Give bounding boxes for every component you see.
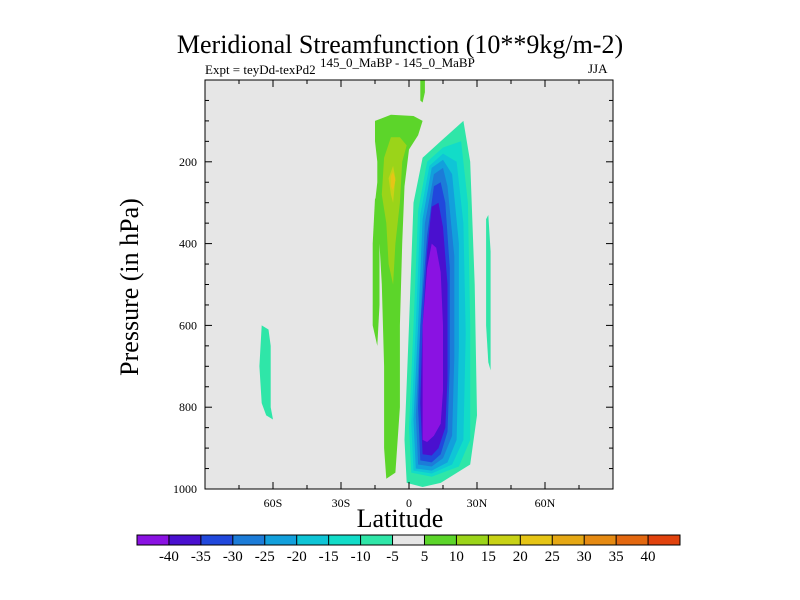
pos-contour-side xyxy=(372,198,380,346)
colorbar-label: -25 xyxy=(255,549,275,565)
season-label: JJA xyxy=(588,61,608,76)
chart-title: Meridional Streamfunction (10**9kg/m-2) xyxy=(176,30,624,59)
colorbar-label: 25 xyxy=(545,549,560,565)
y-tick-label: 200 xyxy=(179,155,197,169)
colorbar-label: 10 xyxy=(449,549,464,565)
colorbar-swatch xyxy=(328,535,361,545)
y-tick-label: 600 xyxy=(179,318,197,332)
colorbar-swatch xyxy=(552,535,585,545)
pos-filament xyxy=(420,80,425,103)
colorbar-label: 20 xyxy=(513,549,528,565)
y-tick-label: 800 xyxy=(179,400,197,414)
colorbar-label: -20 xyxy=(287,549,307,565)
colorbar-label: 5 xyxy=(421,549,429,565)
colorbar-label: -40 xyxy=(159,549,179,565)
pos-contour-1 xyxy=(381,137,407,285)
colorbar-swatch xyxy=(648,535,681,545)
colorbar-swatch xyxy=(488,535,521,545)
colorbar-label: -10 xyxy=(351,549,371,565)
colorbar-label: 30 xyxy=(577,549,592,565)
colorbar-label: 15 xyxy=(481,549,496,565)
x-tick-label: 0 xyxy=(406,496,412,510)
colorbar-swatch xyxy=(616,535,649,545)
x-tick-label: 60N xyxy=(535,496,556,510)
x-axis-label: Latitude xyxy=(356,504,444,533)
neg-south-cell xyxy=(259,325,273,420)
contour-fill-group xyxy=(259,80,491,488)
colorbar-swatch xyxy=(392,535,425,545)
x-tick-label: 30N xyxy=(467,496,488,510)
colorbar-swatch xyxy=(424,535,457,545)
colorbar-label: -5 xyxy=(386,549,399,565)
colorbar-label: -30 xyxy=(223,549,243,565)
neg-north-cell xyxy=(486,215,491,371)
colorbar: -40 -35 -30 -25 -20 -15 -10 -5 5 10 15 20 25 30 35 40 xyxy=(136,534,681,565)
experiment-label: Expt = teyDd-texPd2 xyxy=(205,62,316,77)
colorbar-swatch xyxy=(200,535,234,545)
colorbar-swatch xyxy=(584,535,617,545)
colorbar-swatch xyxy=(456,535,489,545)
colorbar-swatch xyxy=(520,535,553,545)
x-tick-label: 30S xyxy=(332,496,351,510)
colorbar-label: 40 xyxy=(641,549,656,565)
colorbar-swatch xyxy=(168,535,202,545)
colorbar-swatch xyxy=(296,535,329,545)
y-axis: 200 400 600 800 1000 xyxy=(173,99,613,496)
y-tick-label: 1000 xyxy=(173,482,197,496)
pos-contour-3 xyxy=(390,172,396,191)
colorbar-swatch xyxy=(137,535,170,545)
neg-contour-7 xyxy=(422,243,443,442)
colorbar-swatch xyxy=(232,535,266,545)
runs-label: 145_0_MaBP - 145_0_MaBP xyxy=(320,55,475,70)
x-axis: 60S 30S 0 30N 60N xyxy=(204,80,614,510)
y-tick-label: 400 xyxy=(179,237,197,251)
colorbar-label: -35 xyxy=(191,549,211,565)
x-tick-label: 60S xyxy=(264,496,283,510)
colorbar-label: -15 xyxy=(319,549,339,565)
colorbar-swatch xyxy=(360,535,393,545)
colorbar-frame xyxy=(136,534,681,546)
colorbar-label: 35 xyxy=(609,549,624,565)
colorbar-swatch xyxy=(264,535,297,545)
